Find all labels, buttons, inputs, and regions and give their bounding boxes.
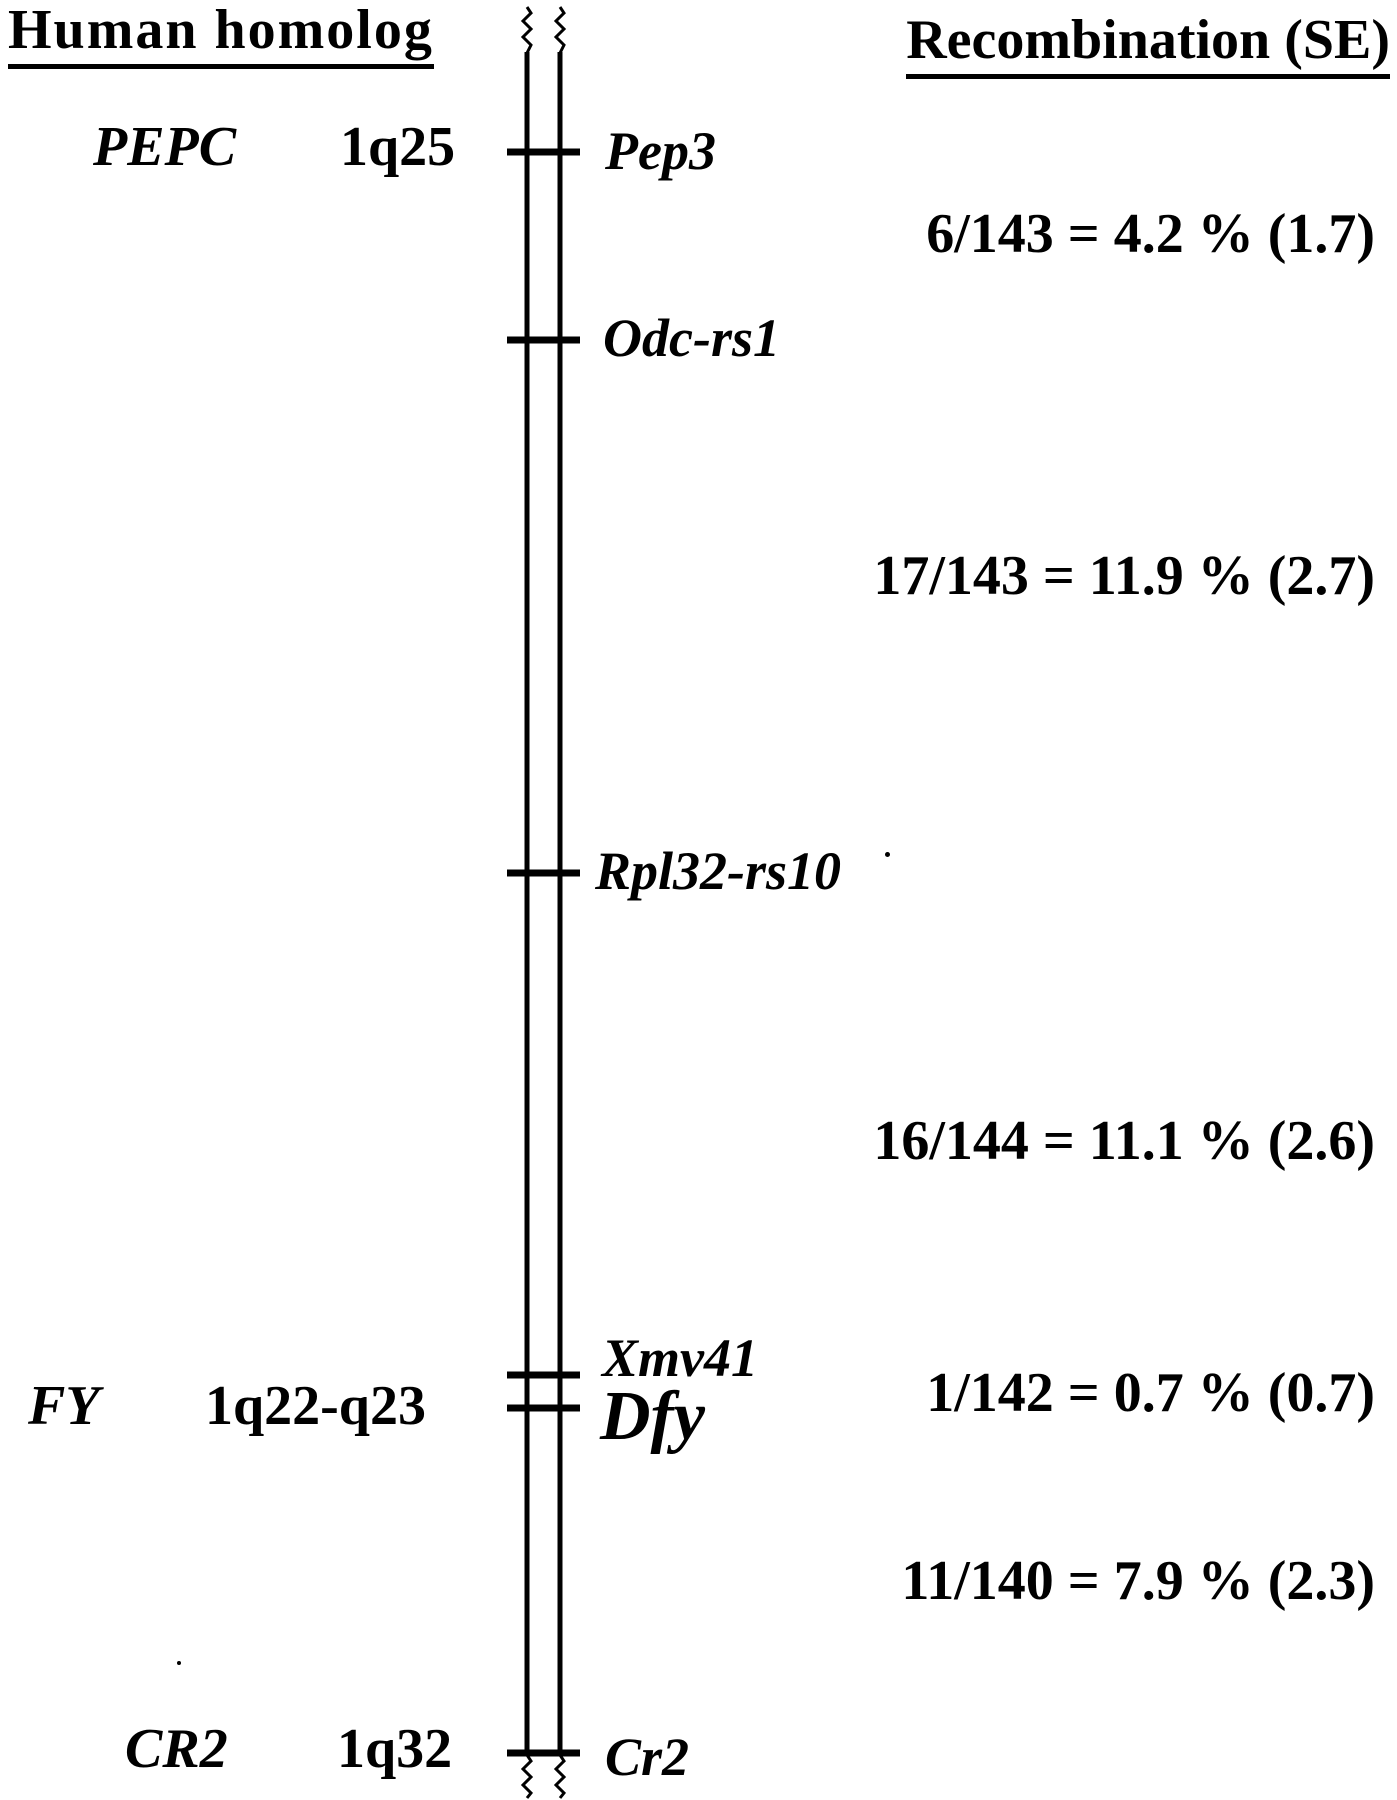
marker-label-xmv41: Xmv41: [602, 1328, 758, 1388]
marker-label-rpl32-rs10: Rpl32-rs10: [595, 841, 842, 901]
marker-label-cr2: Cr2: [605, 1727, 690, 1787]
chromosome-bottom-squiggle-left: [520, 1754, 534, 1799]
homolog-symbol-pepc: PEPC: [93, 116, 237, 178]
recombination-value-rpl32rs10-xmv41: 16/144 = 11.1 % (2.6): [873, 1110, 1375, 1172]
scan-speck: [177, 1661, 181, 1665]
right-column-header: Recombination (SE): [906, 12, 1390, 79]
homolog-band-fy: 1q22-q23: [205, 1375, 426, 1437]
left-column-header: Human homolog: [8, 2, 434, 69]
recombination-value-odcrs1-rpl32rs10: 17/143 = 11.9 % (2.7): [873, 545, 1375, 607]
homolog-symbol-fy: FY: [28, 1375, 100, 1437]
homolog-band-cr2: 1q32: [337, 1718, 453, 1780]
recombination-value-dfy-cr2: 11/140 = 7.9 % (2.3): [901, 1550, 1375, 1612]
marker-label-pep3: Pep3: [605, 121, 716, 181]
recombination-value-pep3-odcrs1: 6/143 = 4.2 % (1.7): [926, 203, 1375, 265]
scan-speck: [885, 852, 890, 857]
chromosome-top-squiggle-left: [520, 6, 534, 54]
homolog-band-pepc: 1q25: [340, 116, 456, 178]
homolog-symbol-cr2: CR2: [125, 1718, 228, 1780]
marker-label-dfy: Dfy: [600, 1378, 705, 1455]
chromosome-top-squiggle-right: [553, 6, 567, 54]
marker-label-odc-rs1: Odc-rs1: [603, 308, 780, 368]
chromosome-bottom-squiggle-right: [553, 1754, 567, 1799]
recombination-value-xmv41-dfy: 1/142 = 0.7 % (0.7): [926, 1362, 1375, 1424]
